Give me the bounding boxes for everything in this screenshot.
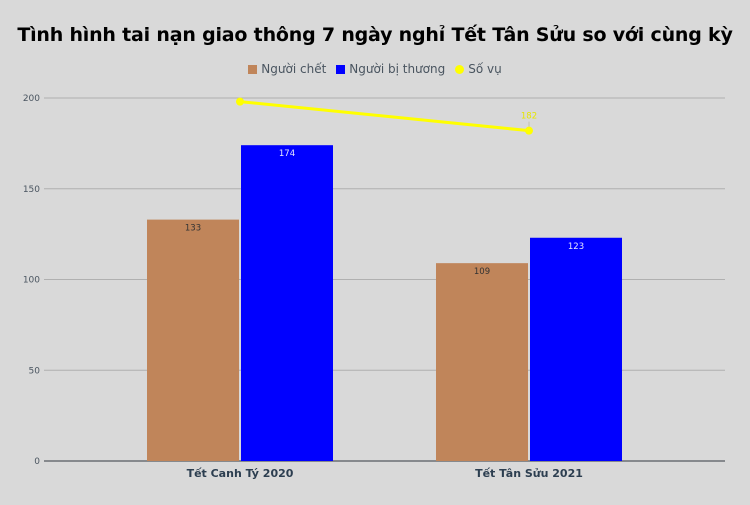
legend: Người chết Người bị thương Số vụ xyxy=(0,62,750,76)
x-category-label: Tết Tân Sửu 2021 xyxy=(475,467,583,480)
bar-value-label: 123 xyxy=(568,242,584,252)
x-category-label: Tết Canh Tý 2020 xyxy=(187,467,294,480)
y-tick-label: 0 xyxy=(34,457,40,467)
y-tick-label: 100 xyxy=(23,276,40,286)
legend-item-injured[interactable]: Người bị thương xyxy=(336,62,445,76)
y-tick-label: 200 xyxy=(23,94,40,104)
bar-value-label: 133 xyxy=(185,224,201,234)
bar[interactable] xyxy=(241,145,333,461)
legend-swatch-injured xyxy=(336,64,346,74)
legend-swatch-deaths xyxy=(248,64,258,74)
legend-label: Số vụ xyxy=(468,62,502,76)
chart-title: Tình hình tai nạn giao thông 7 ngày nghỉ… xyxy=(17,24,733,46)
bar-value-label: 109 xyxy=(474,267,490,277)
y-tick-label: 50 xyxy=(29,366,41,376)
bar-value-label: 174 xyxy=(279,149,295,159)
line-point[interactable] xyxy=(236,97,244,106)
legend-item-deaths[interactable]: Người chết xyxy=(248,62,326,76)
legend-swatch-cases xyxy=(455,64,465,74)
line-series xyxy=(239,100,530,133)
y-tick-label: 150 xyxy=(23,185,40,195)
bar[interactable] xyxy=(147,219,239,461)
bar[interactable] xyxy=(436,263,528,461)
legend-item-cases[interactable]: Số vụ xyxy=(455,62,502,76)
line-value-label: 182 xyxy=(521,112,537,122)
legend-label: Người bị thương xyxy=(349,62,446,76)
legend-label: Người chết xyxy=(261,62,327,76)
bar[interactable] xyxy=(530,237,622,461)
line-point[interactable] xyxy=(525,126,533,135)
